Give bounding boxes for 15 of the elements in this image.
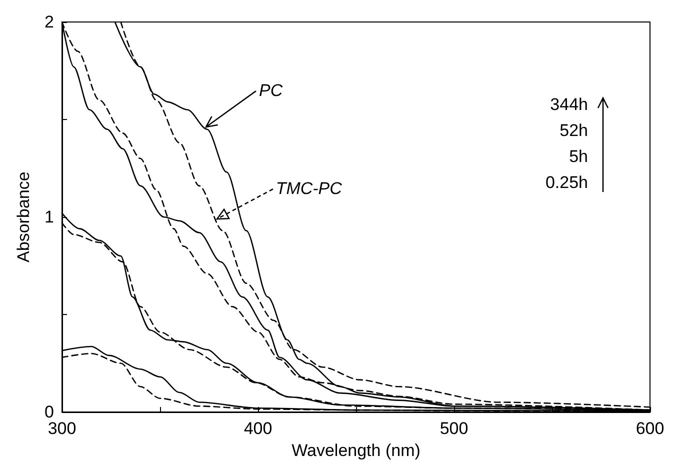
annotation: 0.25h — [545, 173, 588, 192]
x-tick-label: 300 — [48, 419, 76, 438]
y-tick-label: 0 — [44, 402, 54, 422]
y-tick-label: 2 — [44, 12, 54, 32]
x-tick-label: 400 — [244, 419, 272, 438]
x-axis-title: Wavelength (nm) — [292, 441, 420, 460]
annotation: 344h — [550, 95, 588, 114]
annotation: PC — [259, 81, 283, 100]
y-tick-label: 1 — [44, 208, 54, 226]
y-axis-title: Absorbance — [14, 172, 33, 262]
annotation: 5h — [569, 147, 588, 166]
annotation: 52h — [560, 121, 588, 140]
x-tick-label: 600 — [636, 419, 664, 438]
annotation: TMC-PC — [276, 178, 342, 198]
x-tick-label: 500 — [440, 419, 468, 438]
